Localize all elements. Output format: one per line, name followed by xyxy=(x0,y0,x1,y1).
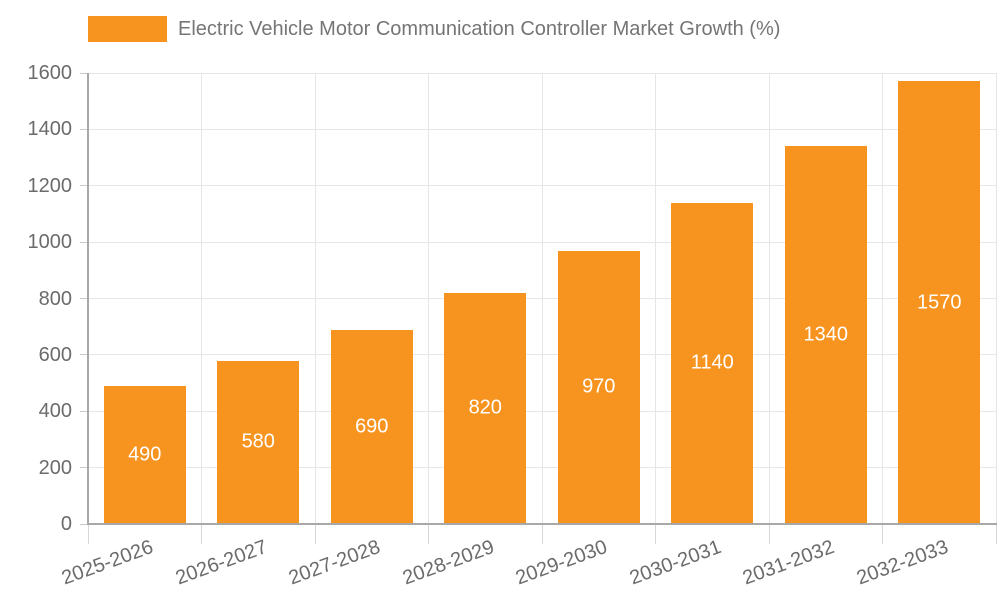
x-tick-label[interactable]: 2028-2029 xyxy=(399,536,497,590)
y-tick-label: 1200 xyxy=(27,174,73,197)
x-gridline xyxy=(201,73,202,524)
y-tick-mark xyxy=(80,241,88,243)
x-axis-line xyxy=(87,523,997,525)
x-tick-label[interactable]: 2025-2026 xyxy=(58,536,157,590)
y-tick-label: 1000 xyxy=(27,231,73,254)
x-tick-mark xyxy=(768,524,770,544)
y-tick-mark xyxy=(80,410,88,412)
bar[interactable] xyxy=(671,202,754,523)
y-tick-mark xyxy=(80,72,88,74)
y-tick-mark xyxy=(80,523,88,525)
x-gridline xyxy=(995,73,997,524)
legend[interactable]: Electric Vehicle Motor Communication Con… xyxy=(88,16,780,42)
y-tick-mark xyxy=(80,128,88,130)
y-tick-label: 0 xyxy=(60,513,72,535)
x-tick-label[interactable]: 2029-2030 xyxy=(512,536,611,590)
y-tick-label: 600 xyxy=(38,343,72,366)
x-gridline xyxy=(655,73,656,524)
y-tick-label: 200 xyxy=(38,456,72,479)
bar-value-label: 690 xyxy=(355,415,389,438)
bar[interactable] xyxy=(898,81,981,523)
x-tick-label[interactable]: 2026-2027 xyxy=(172,536,270,590)
bar-value-label: 490 xyxy=(128,443,162,466)
x-tick-label[interactable]: 2027-2028 xyxy=(285,536,384,590)
x-gridline xyxy=(314,73,316,524)
legend-label: Electric Vehicle Motor Communication Con… xyxy=(178,17,781,40)
x-tick-mark xyxy=(201,524,202,544)
bar-value-label: 1340 xyxy=(803,323,849,346)
x-tick-label[interactable]: 2032-2033 xyxy=(853,536,951,590)
bar-value-label: 970 xyxy=(582,375,616,398)
y-tick-label: 400 xyxy=(38,400,72,423)
x-tick-mark xyxy=(541,524,543,544)
bar[interactable] xyxy=(557,250,640,523)
x-tick-label[interactable]: 2030-2031 xyxy=(626,536,724,590)
x-tick-mark xyxy=(87,524,89,544)
bar[interactable] xyxy=(217,360,300,523)
legend-swatch xyxy=(88,16,167,42)
y-tick-label: 800 xyxy=(38,287,72,310)
y-tick-label: 1600 xyxy=(27,62,73,84)
y-tick-mark xyxy=(80,467,88,469)
bar[interactable] xyxy=(444,292,527,523)
y-axis-line xyxy=(87,73,89,524)
bar-value-label: 1140 xyxy=(690,351,734,374)
x-tick-mark xyxy=(655,524,656,544)
bar-value-label: 580 xyxy=(241,430,275,453)
x-gridline xyxy=(882,73,883,524)
x-gridline xyxy=(541,73,543,524)
x-tick-mark xyxy=(428,524,429,544)
bar-value-label: 820 xyxy=(468,396,502,419)
bar[interactable] xyxy=(103,385,186,523)
y-tick-mark xyxy=(80,185,88,187)
bar[interactable] xyxy=(330,329,413,523)
bar-value-label: 1570 xyxy=(917,291,962,314)
x-tick-label[interactable]: 2031-2032 xyxy=(739,536,838,590)
y-tick-mark xyxy=(80,354,88,356)
x-tick-mark xyxy=(882,524,883,544)
x-tick-mark xyxy=(995,524,997,544)
y-tick-label: 1400 xyxy=(27,118,73,141)
bar[interactable] xyxy=(784,146,867,523)
x-tick-mark xyxy=(314,524,316,544)
x-gridline xyxy=(428,73,429,524)
x-gridline xyxy=(768,73,770,524)
y-tick-mark xyxy=(80,298,88,299)
